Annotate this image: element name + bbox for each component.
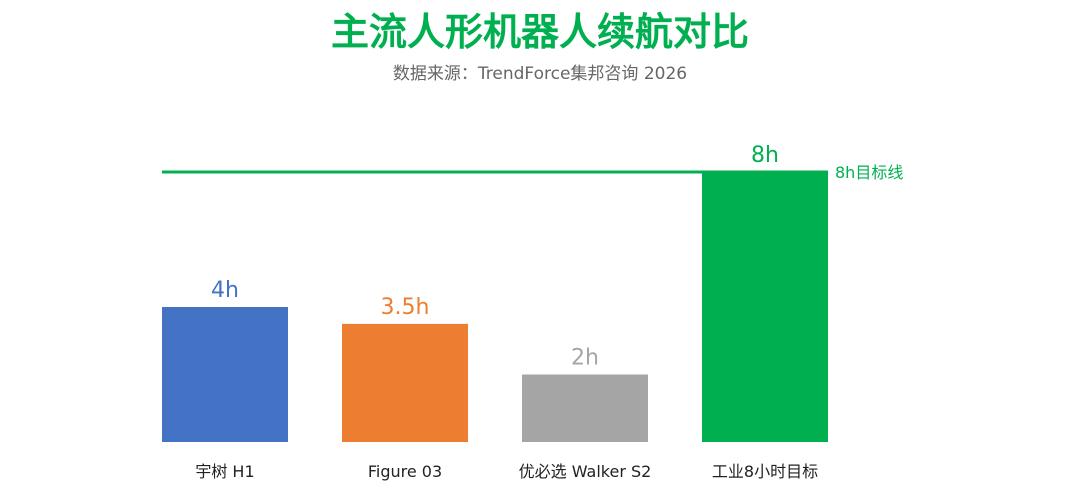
- data-label-3: 8h: [751, 143, 779, 168]
- target-line-label: 8h目标线: [835, 163, 903, 182]
- bar-2: [522, 374, 648, 442]
- bar-0: [162, 307, 288, 442]
- category-label-3: 工业8小时目标: [712, 462, 818, 481]
- data-label-1: 3.5h: [381, 295, 430, 320]
- data-label-2: 2h: [571, 346, 599, 371]
- chart-subtitle: 数据来源：TrendForce集邦咨询 2026: [392, 64, 688, 84]
- category-label-1: Figure 03: [368, 462, 442, 481]
- data-label-0: 4h: [211, 278, 239, 303]
- bar-3: [702, 172, 828, 442]
- chart-title: 主流人形机器人续航对比: [330, 10, 749, 54]
- category-label-2: 优必选 Walker S2: [519, 462, 652, 481]
- bar-1: [342, 323, 468, 442]
- category-label-0: 宇树 H1: [195, 462, 254, 481]
